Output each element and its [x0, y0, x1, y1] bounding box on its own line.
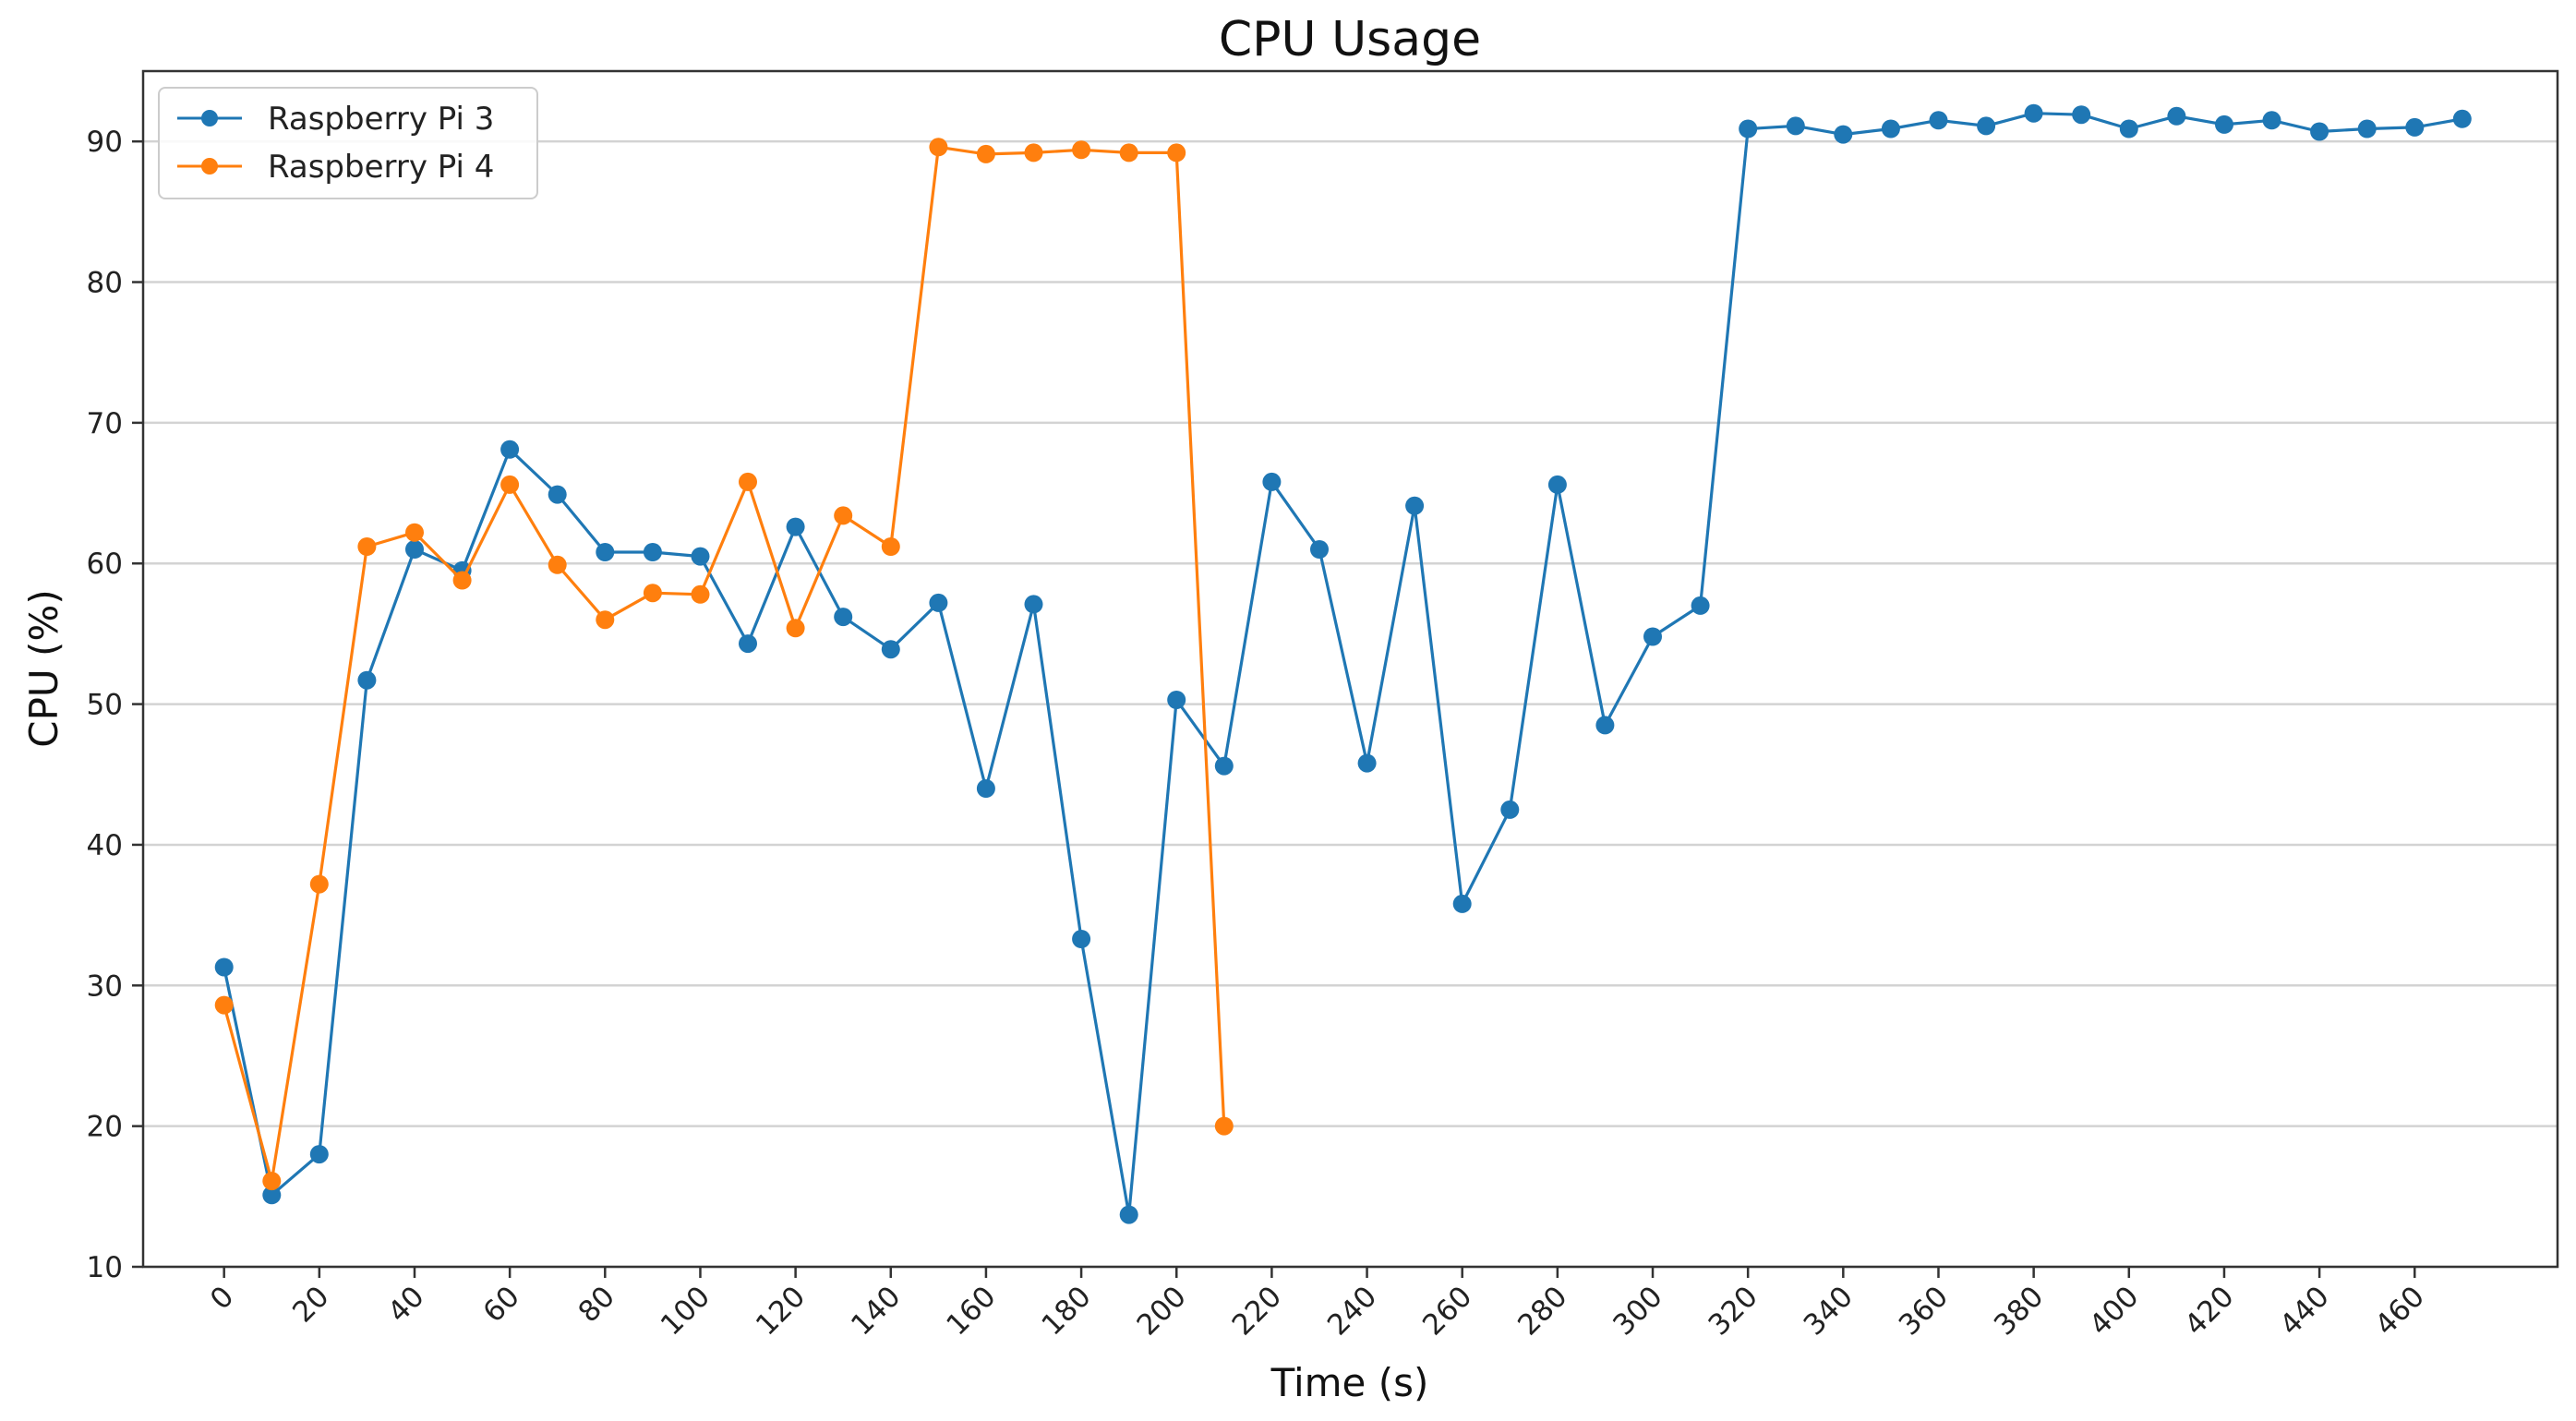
y-tick-label: 60 — [87, 548, 123, 581]
data-point-pi3 — [596, 543, 615, 561]
data-point-pi3 — [1072, 930, 1091, 948]
data-point-pi3 — [929, 593, 948, 612]
data-point-pi3 — [1500, 800, 1520, 819]
data-point-pi3 — [1834, 125, 1853, 144]
legend-entry-pi3: Raspberry Pi 3 — [177, 101, 494, 138]
data-point-pi3 — [1119, 1205, 1138, 1224]
y-axis-ticks: 10 20 30 40 50 60 70 80 90 — [87, 126, 143, 1284]
series-pi4 — [214, 138, 1234, 1191]
data-point-pi3 — [1739, 119, 1758, 138]
data-point-pi3 — [1643, 627, 1662, 646]
data-point-pi4 — [929, 138, 948, 157]
series-line-pi4 — [223, 145, 1226, 1183]
data-point-pi4 — [596, 610, 615, 630]
data-point-pi3 — [1786, 116, 1805, 136]
data-point-pi4 — [976, 144, 995, 163]
data-point-pi3 — [1024, 595, 1043, 614]
data-point-pi4 — [500, 475, 520, 494]
data-point-pi3 — [2072, 105, 2091, 125]
y-tick-label: 20 — [87, 1111, 123, 1144]
data-point-pi4 — [786, 619, 805, 638]
y-tick-label: 30 — [87, 969, 123, 1003]
data-point-pi3 — [691, 547, 710, 566]
data-point-pi4 — [643, 584, 662, 603]
legend: Raspberry Pi 3 Raspberry Pi 4 — [158, 87, 538, 199]
data-point-pi4 — [357, 537, 377, 556]
data-point-pi3 — [1977, 116, 1996, 136]
y-axis-label: CPU (%) — [21, 589, 66, 747]
y-tick-label: 70 — [87, 407, 123, 440]
y-tick-label: 90 — [87, 126, 123, 159]
data-point-pi3 — [2452, 109, 2472, 128]
data-point-pi4 — [405, 523, 424, 542]
legend-marker-pi4 — [201, 158, 218, 175]
data-point-pi3 — [2262, 111, 2281, 130]
data-point-pi3 — [1167, 691, 1186, 709]
data-point-pi3 — [834, 608, 853, 627]
legend-label-pi3: Raspberry Pi 3 — [268, 101, 494, 138]
data-point-pi3 — [405, 540, 424, 559]
data-point-pi3 — [1881, 119, 1900, 138]
data-point-pi3 — [2405, 117, 2425, 137]
legend-box — [158, 87, 538, 199]
data-point-pi4 — [1119, 143, 1138, 163]
data-point-pi3 — [2310, 122, 2329, 141]
data-point-pi3 — [2119, 119, 2138, 138]
data-point-pi3 — [786, 517, 805, 536]
data-point-pi3 — [309, 1145, 329, 1164]
data-point-pi4 — [1024, 143, 1043, 163]
plot-area-frame — [141, 69, 2559, 1269]
y-tick-label: 40 — [87, 829, 123, 862]
data-point-pi3 — [2024, 103, 2043, 123]
data-point-pi3 — [548, 485, 567, 504]
data-point-pi4 — [881, 537, 900, 556]
data-point-pi3 — [1929, 111, 1948, 130]
data-point-pi3 — [739, 634, 757, 654]
data-point-pi4 — [739, 472, 757, 491]
data-point-pi4 — [548, 555, 567, 574]
series-pi3 — [214, 103, 2472, 1224]
data-point-pi3 — [2357, 119, 2377, 138]
data-point-pi3 — [976, 779, 995, 798]
data-point-pi3 — [1310, 540, 1329, 559]
data-point-pi3 — [1405, 496, 1425, 515]
y-tick-label: 10 — [87, 1251, 123, 1284]
data-point-pi3 — [1262, 472, 1282, 491]
data-point-pi4 — [1167, 143, 1186, 163]
y-tick-label: 50 — [87, 689, 123, 722]
legend-entry-pi4: Raspberry Pi 4 — [177, 149, 494, 186]
x-axis-label: Time (s) — [1270, 1360, 1429, 1405]
data-point-pi3 — [1452, 894, 1472, 913]
data-point-pi3 — [1214, 756, 1234, 776]
data-point-pi3 — [1357, 753, 1377, 773]
data-point-pi4 — [691, 584, 710, 604]
data-point-pi4 — [1072, 140, 1091, 160]
data-point-pi3 — [262, 1186, 282, 1205]
data-point-pi4 — [309, 874, 329, 894]
data-point-pi4 — [262, 1172, 282, 1191]
gridlines — [143, 139, 2558, 1269]
legend-label-pi4: Raspberry Pi 4 — [268, 149, 494, 186]
data-point-pi4 — [214, 995, 234, 1015]
y-tick-label: 80 — [87, 267, 123, 300]
data-point-pi3 — [357, 670, 377, 690]
data-point-pi3 — [1691, 596, 1710, 615]
data-point-pi3 — [2167, 106, 2186, 126]
data-point-pi4 — [1214, 1116, 1234, 1136]
data-point-pi3 — [500, 440, 520, 459]
data-point-pi3 — [1547, 475, 1567, 494]
series-layer — [214, 103, 2472, 1224]
chart-title: CPU Usage — [1219, 12, 1481, 67]
data-point-pi3 — [881, 640, 900, 659]
data-point-pi3 — [214, 957, 234, 977]
data-point-pi4 — [834, 506, 853, 525]
data-point-pi3 — [2215, 114, 2233, 134]
data-point-pi4 — [452, 571, 472, 590]
data-point-pi3 — [643, 543, 662, 561]
legend-marker-pi3 — [201, 110, 218, 126]
data-point-pi3 — [1595, 716, 1615, 735]
